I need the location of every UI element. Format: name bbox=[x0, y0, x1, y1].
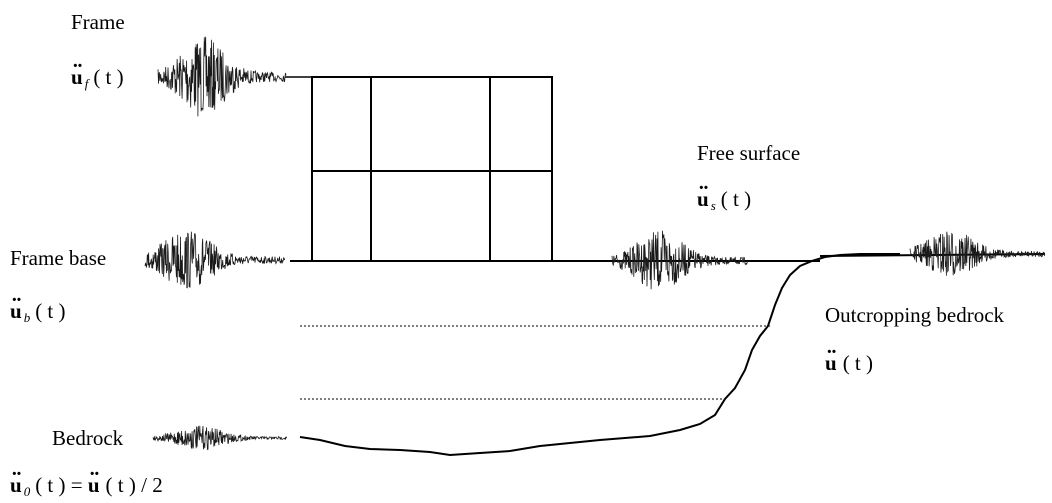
accel-symbol-2: u bbox=[88, 464, 100, 496]
accel-symbol: u bbox=[825, 342, 837, 374]
accel-argument: ( t ) bbox=[720, 187, 752, 211]
frame-outline bbox=[311, 76, 553, 262]
bedrock-interface-curve bbox=[299, 253, 900, 457]
accel-subscript: s bbox=[710, 198, 716, 213]
label-outcropping-bedrock: Outcropping bedrock bbox=[825, 303, 1005, 327]
accel-argument: ( t ) bbox=[93, 65, 124, 89]
accel-argument-2: ( t ) / 2 bbox=[105, 473, 163, 497]
accel-symbol: u bbox=[10, 290, 22, 322]
accel-argument: ( t ) bbox=[842, 351, 874, 375]
accel-symbol: u bbox=[697, 178, 709, 210]
signal-bedrock bbox=[152, 425, 287, 451]
accel-subscript: f bbox=[84, 76, 89, 91]
accel-argument: ( t ) = bbox=[35, 473, 88, 497]
signal-free-surface bbox=[611, 230, 749, 290]
accel-outcropping: u( t ) bbox=[825, 342, 874, 375]
accel-symbol: u bbox=[71, 56, 83, 88]
accel-frame-base: ub ( t ) bbox=[10, 290, 66, 325]
accel-subscript: b bbox=[23, 310, 31, 325]
accel-frame: uf ( t ) bbox=[71, 56, 124, 91]
signal-frame-base bbox=[144, 231, 286, 289]
accel-argument: ( t ) bbox=[35, 299, 66, 323]
frame-structure bbox=[311, 76, 553, 262]
signal-outcropping bbox=[909, 231, 1046, 276]
signal-frame bbox=[157, 36, 287, 117]
label-free-surface: Free surface bbox=[697, 141, 801, 165]
accel-symbol: u bbox=[10, 464, 22, 496]
label-frame-base: Frame base bbox=[10, 246, 107, 270]
accel-free-surface: us ( t ) bbox=[697, 178, 752, 213]
seismic-signals bbox=[144, 36, 1046, 451]
accel-subscript: 0 bbox=[23, 484, 31, 499]
label-bedrock: Bedrock bbox=[52, 426, 124, 450]
accel-bedrock: u0( t ) = u( t ) / 2 bbox=[10, 464, 163, 499]
label-frame: Frame bbox=[71, 10, 125, 34]
